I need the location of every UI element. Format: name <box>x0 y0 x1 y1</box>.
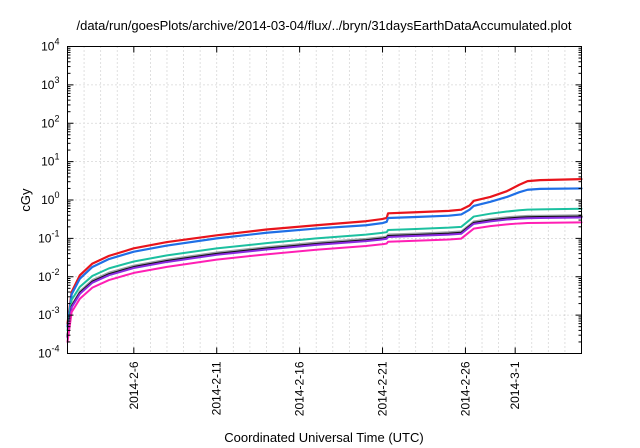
series-line <box>66 187 583 328</box>
chart-title: /data/run/goesPlots/archive/2014-03-04/f… <box>76 18 571 33</box>
x-tick-label: 2014-2-11 <box>210 361 224 415</box>
y-tick-label: 103 <box>41 75 59 92</box>
y-tick-label: 102 <box>41 113 59 130</box>
y-tick-label: 101 <box>41 152 59 169</box>
x-tick-label: 2014-2-6 <box>127 361 141 409</box>
x-tick-label: 2014-2-26 <box>458 361 472 416</box>
series-line <box>66 214 583 337</box>
y-tick-label: 100 <box>41 190 59 207</box>
series-lines <box>66 178 583 343</box>
x-tick-label: 2014-2-16 <box>293 361 307 416</box>
x-axis-label: Coordinated Universal Time (UTC) <box>224 430 423 445</box>
y-tick-label: 10-3 <box>38 305 59 322</box>
series-line <box>66 221 583 343</box>
y-tick-label: 10-4 <box>38 344 59 361</box>
y-tick-label: 10-1 <box>38 228 59 245</box>
grid-lines <box>67 46 582 354</box>
series-line <box>66 216 583 339</box>
x-tick-label: 2014-3-1 <box>508 361 522 409</box>
x-tick-label: 2014-2-21 <box>376 361 390 416</box>
x-axis-tick-labels: 2014-2-6 2014-2-11 2014-2-16 2014-2-21 2014-… <box>127 361 522 416</box>
series-line <box>66 178 583 325</box>
y-axis-label: cGy <box>18 188 33 212</box>
axis-ticks <box>67 46 582 354</box>
y-tick-label: 10-2 <box>38 267 59 284</box>
y-axis-tick-labels: 10-4 10-3 10-2 10-1 100 101 102 103 104 <box>38 37 59 361</box>
y-tick-label: 104 <box>41 37 59 54</box>
series-line <box>66 207 583 332</box>
